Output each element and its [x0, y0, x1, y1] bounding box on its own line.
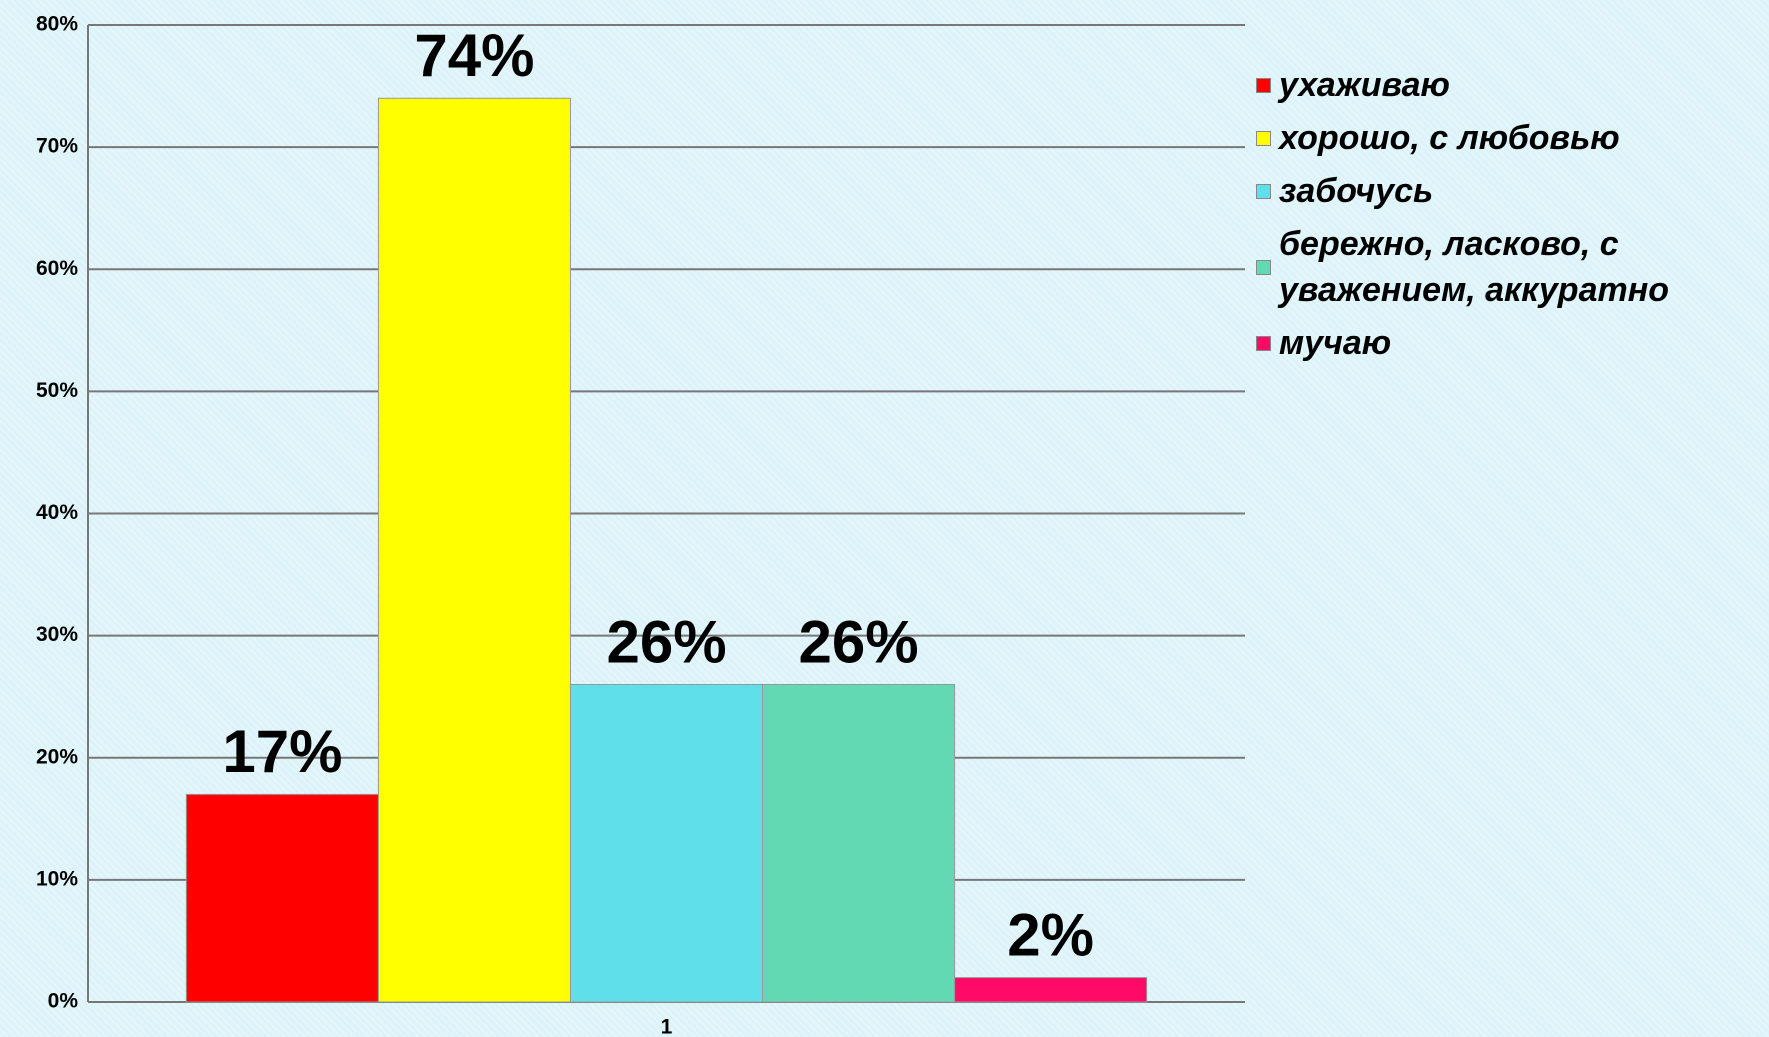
legend-item: забочусь [1256, 168, 1766, 214]
y-tick-label: 10% [36, 867, 78, 890]
legend-label: забочусь [1279, 172, 1434, 210]
legend: ухаживаю хорошо, с любовью забочусь бережно… [1256, 62, 1766, 373]
bar [954, 977, 1148, 1003]
y-tick-label: 50% [36, 379, 78, 402]
data-label: 74% [414, 22, 534, 89]
legend-label: хорошо, с любовью [1279, 119, 1620, 157]
legend-swatch [1256, 335, 1271, 351]
legend-item: хорошо, с любовью [1256, 115, 1766, 161]
data-label: 26% [799, 608, 919, 675]
y-tick-label: 80% [36, 13, 78, 36]
legend-swatch [1256, 130, 1271, 146]
x-tick-label: 1 [661, 1016, 673, 1037]
legend-swatch [1256, 183, 1271, 199]
legend-label: мучаю [1279, 324, 1392, 362]
data-label: 17% [222, 718, 342, 785]
legend-label: бережно, ласково, с уважением, аккуратно [1279, 225, 1670, 309]
y-tick-label: 60% [36, 257, 78, 280]
y-tick-label: 70% [36, 135, 78, 158]
bar [377, 97, 571, 1003]
y-tick-label: 0% [48, 990, 79, 1013]
legend-item: бережно, ласково, с уважением, аккуратно [1256, 221, 1766, 313]
legend-label: ухаживаю [1279, 66, 1450, 104]
bar [185, 793, 379, 1003]
y-tick-label: 30% [36, 623, 78, 646]
legend-item: ухаживаю [1256, 62, 1766, 108]
data-label: 26% [606, 608, 726, 675]
legend-swatch [1256, 259, 1271, 275]
y-tick-label: 20% [36, 745, 78, 768]
legend-swatch [1256, 77, 1271, 93]
data-label: 2% [1007, 901, 1094, 968]
bar [569, 683, 764, 1003]
bar [762, 683, 956, 1003]
y-tick-label: 40% [36, 501, 78, 524]
legend-item: мучаю [1256, 320, 1766, 366]
